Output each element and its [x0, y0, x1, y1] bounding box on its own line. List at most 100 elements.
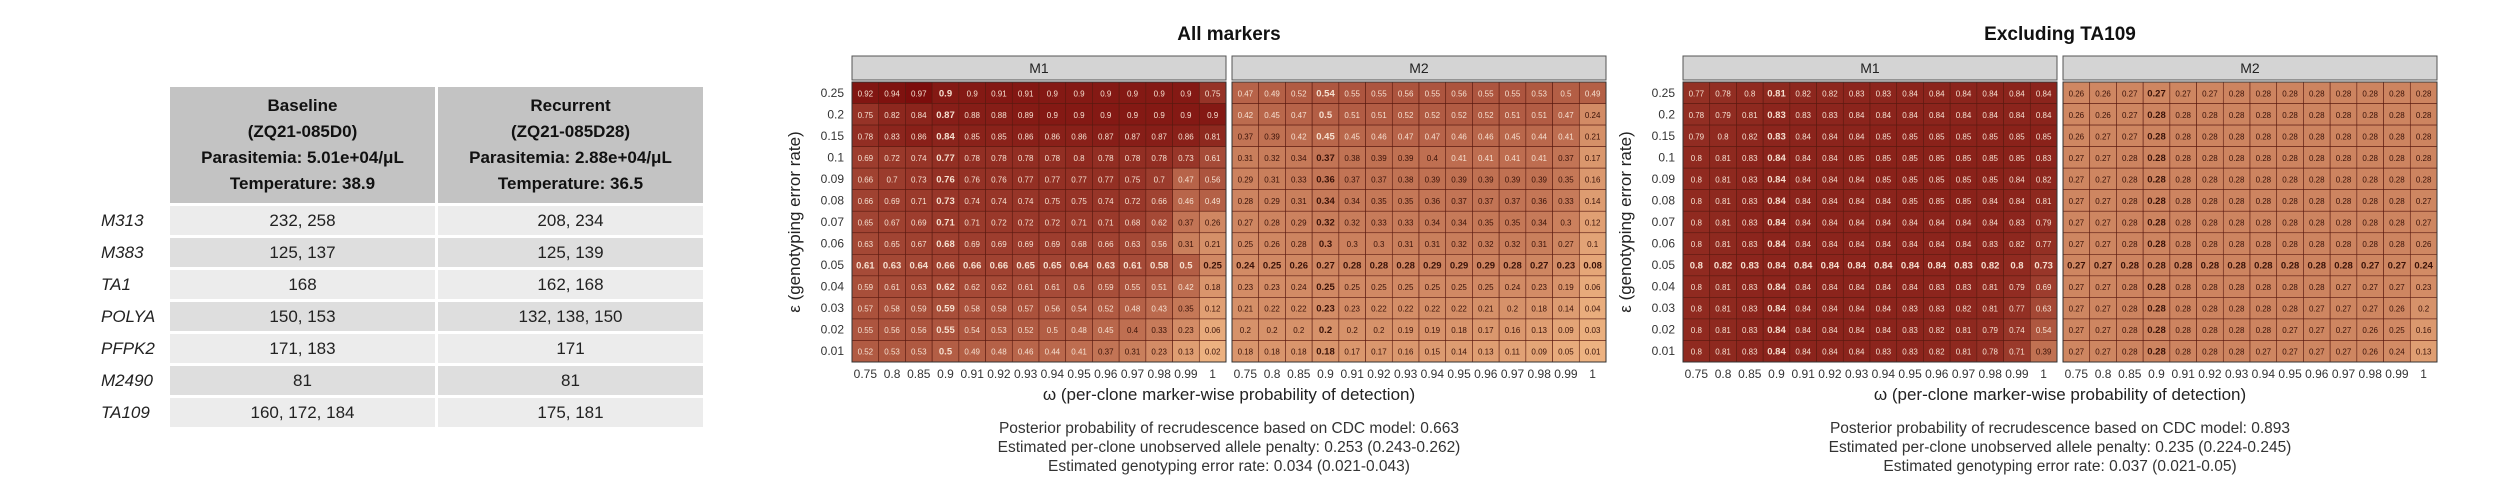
cell-value-label: 0.24	[2414, 261, 2433, 272]
cell-value-label: 0.84	[1876, 283, 1892, 292]
cell-value-label: 0.84	[1795, 240, 1811, 249]
cell-value-label: 0.73	[936, 196, 955, 207]
x-tick-label: 0.93	[1845, 367, 1869, 381]
cell-value-label: 0.77	[1689, 89, 1705, 98]
cell-value-label: 0.82	[1822, 89, 1838, 98]
cell-value-label: 0.2	[1267, 326, 1279, 335]
cell-value-label: 0.27	[2069, 175, 2085, 184]
cell-value-label: 0.27	[2309, 326, 2325, 335]
chart-annotation: Estimated per-clone unobserved allele pe…	[998, 439, 1461, 456]
y-tick-label: 0.07	[1652, 215, 1676, 229]
y-tick-label: 0.15	[821, 129, 845, 143]
cell-value-label: 0.28	[2147, 239, 2166, 250]
cell-value-label: 0.78	[1018, 154, 1034, 163]
cell-value-label: 0.32	[1344, 219, 1360, 228]
cell-value-label: 0.69	[964, 240, 980, 249]
cell-value-label: 0.28	[2202, 283, 2218, 292]
cell-value-label: 0.3	[1347, 240, 1359, 249]
cell-value-label: 0.17	[1371, 348, 1387, 357]
cell-value-label: 0.25	[1263, 261, 1282, 272]
cell-value-label: 0.28	[2175, 305, 2191, 314]
cell-value-label: 0.84	[1874, 261, 1893, 272]
cell-value-label: 0.34	[1425, 219, 1441, 228]
cell-value-label: 0.41	[1558, 132, 1574, 141]
cell-value-label: 0.23	[1264, 283, 1280, 292]
cell-value-label: 0.84	[1767, 218, 1786, 229]
cell-value-label: 0.52	[1098, 305, 1114, 314]
cell-value-label: 0.75	[1071, 197, 1087, 206]
cell-value-label: 0.85	[2036, 132, 2052, 141]
cell-value-label: 0.28	[2147, 325, 2166, 336]
cell-value-label: 0.8	[1691, 197, 1703, 206]
cell-value-label: 0.76	[936, 174, 955, 185]
cell-value-label: 0.28	[2175, 326, 2191, 335]
cell-value-label: 0.97	[911, 89, 927, 98]
cell-value-label: 0.75	[1045, 197, 1061, 206]
cell-value-label: 0.28	[2282, 89, 2298, 98]
cell-value-label: 0.85	[1982, 132, 1998, 141]
cell-value-label: 0.85	[1876, 175, 1892, 184]
cell-value-label: 0.84	[1876, 305, 1892, 314]
cell-value-label: 0.25	[2389, 326, 2405, 335]
cell-value-label: 0.84	[2036, 89, 2052, 98]
cell-value-label: 0.28	[2229, 305, 2245, 314]
cell-value-label: 0.83	[1742, 197, 1758, 206]
cell-value-label: 0.66	[1151, 197, 1167, 206]
cell-value-label: 0.72	[884, 154, 900, 163]
cell-value-label: 0.83	[1742, 326, 1758, 335]
cell-value-label: 0.28	[2122, 240, 2138, 249]
cell-value-label: 0.86	[911, 132, 927, 141]
cell-value-label: 0.83	[1742, 175, 1758, 184]
cell-value-label: 0.84	[2036, 111, 2052, 120]
cell-value-label: 0.54	[2036, 326, 2052, 335]
y-tick-label: 0.01	[821, 344, 845, 358]
cell-value-label: 0.21	[1205, 240, 1221, 249]
cell-value-label: 0.47	[1425, 132, 1441, 141]
cell-value-label: 0.8	[1691, 219, 1703, 228]
cell-value-label: 0.9	[1154, 111, 1166, 120]
y-tick-label: 0.05	[1652, 258, 1676, 272]
cell-value-label: 0.84	[1849, 111, 1865, 120]
cell-value-label: 0.28	[2282, 154, 2298, 163]
cell-value-label: 0.27	[2362, 283, 2378, 292]
cell-value-label: 0.22	[1264, 305, 1280, 314]
cell-value-label: 0.81	[1956, 348, 1972, 357]
cell-value-label: 0.84	[1901, 261, 1920, 272]
cell-value-label: 0.27	[2202, 89, 2218, 98]
cell-value-label: 0.84	[1902, 283, 1918, 292]
cell-value-label: 0.37	[1558, 154, 1574, 163]
cell-value-label: 0.28	[2282, 197, 2298, 206]
cell-value-label: 0.23	[1316, 304, 1335, 315]
cell-value-label: 0.55	[1125, 283, 1141, 292]
cell-value-label: 0.9	[1074, 89, 1086, 98]
cell-value-label: 0.28	[2174, 261, 2193, 272]
cell-value-label: 0.85	[1902, 132, 1918, 141]
cell-value-label: 0.81	[1715, 348, 1731, 357]
cell-value-label: 0.28	[1503, 261, 1522, 272]
cell-value-label: 0.85	[1849, 154, 1865, 163]
cell-value-label: 0.16	[1398, 348, 1414, 357]
cell-value-label: 0.28	[2336, 240, 2352, 249]
cell-value-label: 0.84	[911, 111, 927, 120]
cell-value-label: 0.34	[1531, 219, 1547, 228]
y-tick-label: 0.06	[1652, 237, 1676, 251]
x-tick-label: 0.93	[1394, 367, 1418, 381]
cell-value-label: 0.71	[2009, 348, 2025, 357]
cell-value-label: 0.09	[1558, 326, 1574, 335]
cell-value-label: 0.84	[1982, 111, 1998, 120]
x-tick-label: 0.99	[1174, 367, 1198, 381]
cell-value-label: 0.45	[1344, 132, 1360, 141]
cell-value-label: 0.8	[2010, 261, 2023, 272]
cell-value-label: 0.84	[1822, 326, 1838, 335]
x-tick-label: 0.92	[2198, 367, 2222, 381]
y-tick-label: 0.1	[1658, 150, 1675, 164]
cell-value-label: 0.84	[1767, 196, 1786, 207]
chart-title: Excluding TA109	[1984, 24, 2136, 45]
cell-value-label: 0.32	[1264, 154, 1280, 163]
cell-value-label: 0.88	[991, 111, 1007, 120]
cell-value-label: 0.84	[1795, 326, 1811, 335]
cell-value-label: 0.27	[2122, 132, 2138, 141]
cell-value-label: 0.28	[2256, 175, 2272, 184]
cell-value-label: 0.2	[1507, 305, 1519, 314]
y-axis-label: ε (genotyping error rate)	[785, 131, 804, 312]
